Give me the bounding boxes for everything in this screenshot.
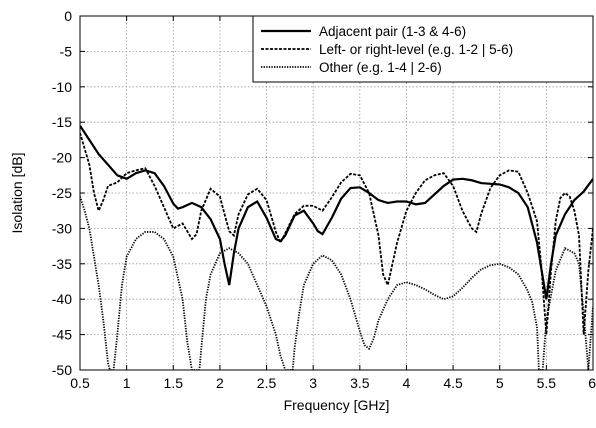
y-tick-label: 0 xyxy=(64,8,72,24)
y-tick-label: -20 xyxy=(52,150,72,166)
x-tick-label: 3 xyxy=(309,375,317,391)
series-line-3 xyxy=(80,196,593,370)
legend-label-3: Other (e.g. 1-4 | 2-6) xyxy=(319,60,442,75)
x-tick-label: 4.5 xyxy=(443,375,463,391)
x-tick-label: 2 xyxy=(216,375,224,391)
legend: Adjacent pair (1-3 & 4-6) Left- or right-… xyxy=(252,15,594,83)
x-tick-label: 0.5 xyxy=(70,375,90,391)
y-tick-label: -45 xyxy=(52,327,72,343)
y-tick-label: -5 xyxy=(60,43,73,59)
legend-label-2: Left- or right-level (e.g. 1-2 | 5-6) xyxy=(319,42,513,57)
series-layer xyxy=(80,125,593,370)
series-line-1 xyxy=(80,125,593,300)
x-tick-label: 3.5 xyxy=(350,375,370,391)
x-tick-label: 5 xyxy=(496,375,504,391)
x-tick-label: 1 xyxy=(123,375,131,391)
y-axis-title: Isolation [dB] xyxy=(9,153,25,234)
y-tick-label: -25 xyxy=(52,185,72,201)
y-tick-labels: 0 -5 -10 -15 -20 -25 -30 -35 -40 -45 -50 xyxy=(52,8,72,378)
x-tick-label: 6 xyxy=(588,375,596,391)
legend-box xyxy=(252,15,594,83)
y-tick-label: -50 xyxy=(52,362,72,378)
grid xyxy=(80,16,593,370)
x-tick-label: 2.5 xyxy=(257,375,277,391)
y-tick-label: -15 xyxy=(52,114,72,130)
legend-label-1: Adjacent pair (1-3 & 4-6) xyxy=(319,24,466,39)
y-tick-label: -30 xyxy=(52,220,72,236)
x-tick-label: 1.5 xyxy=(164,375,184,391)
x-tick-label: 4 xyxy=(403,375,411,391)
y-tick-label: -10 xyxy=(52,79,72,95)
x-tick-labels: 0.5 1 1.5 2 2.5 3 3.5 4 4.5 5 5.5 6 xyxy=(70,375,596,391)
y-tick-label: -35 xyxy=(52,256,72,272)
y-tick-label: -40 xyxy=(52,291,72,307)
x-axis-title: Frequency [GHz] xyxy=(284,397,390,413)
series-line-2 xyxy=(80,132,593,335)
x-tick-label: 5.5 xyxy=(537,375,557,391)
